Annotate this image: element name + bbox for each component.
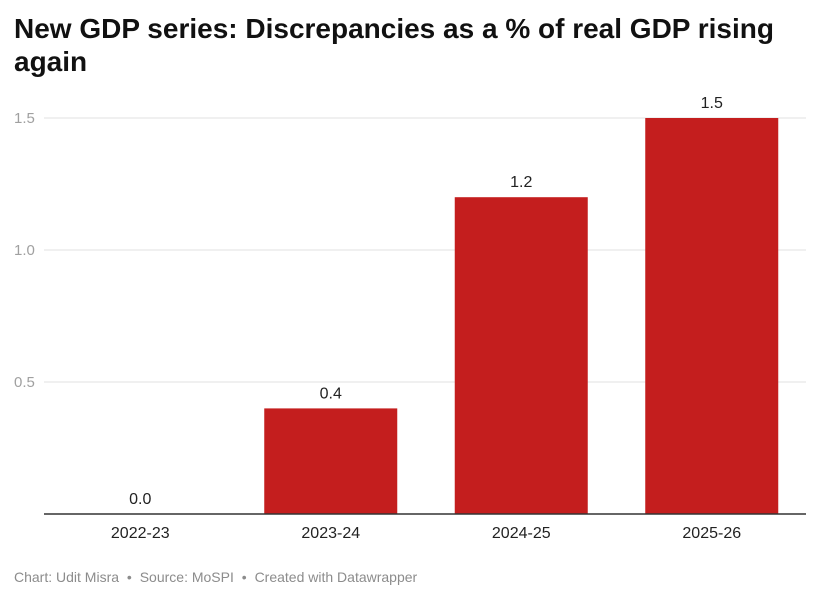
bar-value-label: 0.4	[320, 385, 342, 402]
x-category-label: 2025-26	[682, 525, 741, 542]
bar-value-labels: 0.0 0.4 1.2 1.5	[129, 95, 723, 508]
x-axis-category-labels: 2022-23 2023-24 2024-25 2025-26	[111, 525, 741, 542]
bars	[264, 118, 779, 514]
y-tick-label: 1.0	[14, 242, 35, 259]
y-tick-label: 0.5	[14, 374, 35, 391]
chart-footer: Chart: Udit Misra • Source: MoSPI • Crea…	[14, 569, 417, 585]
bar-value-label: 0.0	[129, 491, 151, 508]
y-tick-label: 1.5	[14, 110, 35, 127]
chart-title: New GDP series: Discrepancies as a % of …	[14, 13, 774, 77]
bar	[264, 408, 398, 514]
bar-value-label: 1.5	[701, 95, 723, 112]
bar	[645, 118, 779, 514]
y-axis-tick-labels: 0.5 1.0 1.5	[14, 110, 35, 391]
x-category-label: 2022-23	[111, 525, 170, 542]
chart-source: Source: MoSPI	[139, 569, 234, 585]
bar	[454, 197, 588, 514]
x-category-label: 2023-24	[301, 525, 360, 542]
footer-separator: •	[241, 569, 247, 585]
footer-separator: •	[126, 569, 132, 585]
bar-value-label: 1.2	[510, 174, 532, 191]
x-category-label: 2024-25	[492, 525, 551, 542]
chart-credit: Chart: Udit Misra	[14, 569, 120, 585]
created-with: Created with Datawrapper	[254, 569, 418, 585]
